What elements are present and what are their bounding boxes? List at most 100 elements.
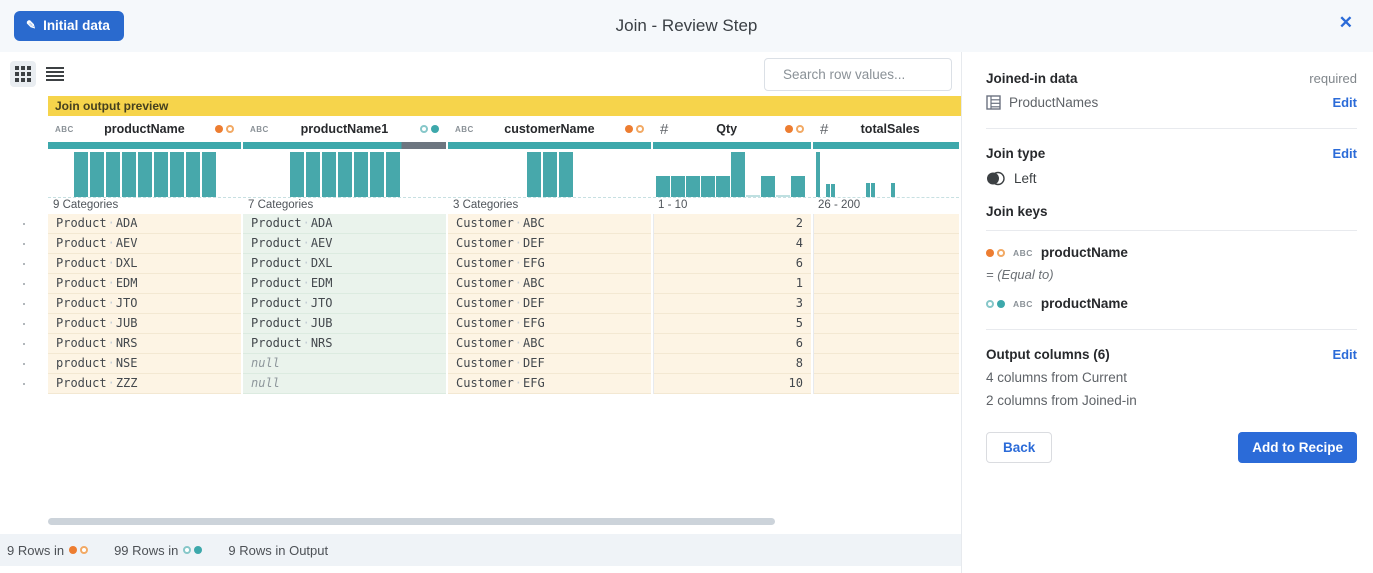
column-header-totalSales[interactable]: # totalSales — [813, 116, 959, 142]
search-row-values[interactable] — [764, 58, 960, 91]
histogram-bar[interactable] — [731, 152, 745, 197]
histogram-bar[interactable] — [137, 152, 152, 197]
histogram-bar[interactable] — [906, 196, 910, 197]
joined-key-name: productName — [1040, 296, 1128, 311]
histogram-bar[interactable] — [826, 184, 830, 197]
histogram-bar[interactable] — [185, 152, 200, 197]
histogram-bar[interactable] — [542, 152, 557, 197]
table-cell: Customer·ABC — [448, 274, 653, 294]
histogram-bar[interactable] — [791, 176, 805, 197]
row-marker-dot — [23, 223, 25, 225]
initial-data-button[interactable]: ✎ Initial data — [14, 11, 124, 41]
horizontal-scrollbar[interactable] — [48, 518, 775, 525]
table-row[interactable]: product·NSE null Customer·DEF 8 — [48, 354, 961, 374]
histogram-bar[interactable] — [926, 196, 930, 197]
histogram-bar[interactable] — [353, 152, 368, 197]
list-view-icon[interactable] — [42, 61, 68, 87]
histogram-bar[interactable] — [289, 152, 304, 197]
histogram-bar[interactable] — [871, 183, 875, 197]
histogram-bar[interactable] — [841, 196, 845, 197]
histogram-bar[interactable] — [716, 176, 730, 197]
stat-text: 99 Rows in — [114, 542, 179, 558]
histogram-bar[interactable] — [656, 176, 670, 197]
add-to-recipe-button[interactable]: Add to Recipe — [1238, 432, 1357, 463]
histogram-bar[interactable] — [886, 196, 890, 197]
histogram-bar[interactable] — [921, 196, 925, 197]
histogram-bar[interactable] — [761, 176, 775, 197]
histogram-bar[interactable] — [701, 176, 715, 197]
column-histogram — [48, 149, 241, 198]
column-histogram — [813, 149, 959, 198]
histogram-bar[interactable] — [686, 176, 700, 197]
row-marker-dot — [23, 363, 25, 365]
row-marker-dot — [23, 383, 25, 385]
histogram-bar[interactable] — [911, 196, 915, 197]
table-cell: Product·DXL — [48, 254, 243, 274]
histogram-bar[interactable] — [876, 196, 880, 197]
table-cell — [813, 234, 959, 254]
histogram-bar[interactable] — [891, 183, 895, 197]
histogram-bar[interactable] — [831, 184, 835, 197]
histogram-bar[interactable] — [201, 152, 216, 197]
histogram-bar[interactable] — [105, 152, 120, 197]
histogram-bar[interactable] — [385, 152, 400, 197]
histogram-bar[interactable] — [746, 195, 760, 197]
histogram-bar[interactable] — [851, 196, 855, 197]
histogram-bar[interactable] — [931, 196, 935, 197]
histogram-bar[interactable] — [846, 196, 850, 197]
histogram-bar[interactable] — [916, 196, 920, 197]
table-row[interactable]: Product·JUB Product·JUB Customer·EFG 5 — [48, 314, 961, 334]
histogram-bar[interactable] — [169, 152, 184, 197]
histogram-bar[interactable] — [941, 196, 945, 197]
histogram-bar[interactable] — [836, 196, 840, 197]
table-cell: Product·EDM — [243, 274, 448, 294]
histogram-bar[interactable] — [951, 196, 955, 197]
histogram-bar[interactable] — [776, 195, 790, 197]
histogram-bar[interactable] — [121, 152, 136, 197]
row-marker-dot — [23, 263, 25, 265]
whitespace-dot: · — [107, 296, 115, 310]
histogram-bar[interactable] — [526, 152, 541, 197]
table-row[interactable]: Product·ZZZ null Customer·EFG 10 — [48, 374, 961, 394]
close-icon[interactable]: ✕ — [1338, 13, 1353, 32]
column-header-productName1[interactable]: ABC productName1 — [243, 116, 446, 142]
table-row[interactable]: Product·DXL Product·DXL Customer·EFG 6 — [48, 254, 961, 274]
edit-output-columns-link[interactable]: Edit — [1332, 347, 1357, 362]
grid-view-icon[interactable] — [10, 61, 36, 87]
back-button[interactable]: Back — [986, 432, 1053, 463]
histogram-bar[interactable] — [896, 196, 900, 197]
table-cell: 3 — [653, 294, 813, 314]
histogram-bar[interactable] — [936, 196, 940, 197]
table-row[interactable]: Product·EDM Product·EDM Customer·ABC 1 — [48, 274, 961, 294]
histogram-bar[interactable] — [73, 152, 88, 197]
histogram-bar[interactable] — [816, 152, 820, 197]
column-header-customerName[interactable]: ABC customerName — [448, 116, 651, 142]
histogram-bar[interactable] — [856, 196, 860, 197]
histogram-bar[interactable] — [321, 152, 336, 197]
histogram-bar[interactable] — [153, 152, 168, 197]
search-input[interactable] — [783, 67, 960, 82]
table-cell: Product·ZZZ — [48, 374, 243, 394]
histogram-bar[interactable] — [671, 176, 685, 197]
row-marker — [0, 294, 48, 314]
table-row[interactable]: Product·ADA Product·ADA Customer·ABC 2 — [48, 214, 961, 234]
column-header-productName[interactable]: ABC productName — [48, 116, 241, 142]
histogram-bar[interactable] — [861, 196, 865, 197]
table-row[interactable]: Product·NRS Product·NRS Customer·ABC 6 — [48, 334, 961, 354]
histogram-bar[interactable] — [558, 152, 573, 197]
column-header-Qty[interactable]: # Qty — [653, 116, 811, 142]
histogram-bar[interactable] — [901, 196, 905, 197]
table-row[interactable]: Product·AEV Product·AEV Customer·DEF 4 — [48, 234, 961, 254]
histogram-bar[interactable] — [866, 183, 870, 197]
histogram-bar[interactable] — [821, 196, 825, 197]
table-row[interactable]: Product·JTO Product·JTO Customer·DEF 3 — [48, 294, 961, 314]
histogram-bar[interactable] — [881, 196, 885, 197]
histogram-bar[interactable] — [946, 196, 950, 197]
histogram-bar[interactable] — [305, 152, 320, 197]
edit-join-type-link[interactable]: Edit — [1332, 146, 1357, 161]
histogram-bar[interactable] — [337, 152, 352, 197]
edit-joined-in-link[interactable]: Edit — [1332, 95, 1357, 110]
page-title: Join - Review Step — [615, 16, 758, 35]
histogram-bar[interactable] — [369, 152, 384, 197]
histogram-bar[interactable] — [89, 152, 104, 197]
